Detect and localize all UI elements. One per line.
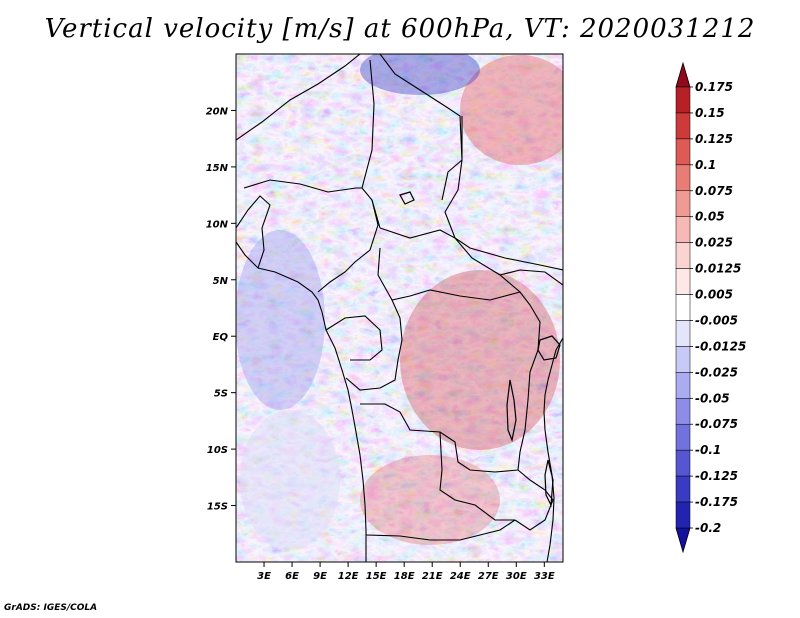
lon-tick-label-33e: 33E — [534, 571, 555, 582]
colorbar-segment-14 — [675, 449, 691, 477]
colorbar-label-1: 0.15 — [695, 106, 725, 120]
border-sudan-south — [499, 269, 563, 286]
border-algeria-niger — [236, 54, 361, 141]
border-nigeria-niger — [243, 179, 362, 193]
colorbar-segment-16 — [675, 501, 691, 529]
coastline-east-africa — [543, 337, 563, 562]
colorbar-label-0: 0.175 — [695, 80, 733, 94]
lon-tick-label-9e: 9E — [313, 571, 327, 582]
lake-tanganyika — [506, 379, 517, 443]
lon-tick-label-21e: 21E — [422, 571, 443, 582]
border-car — [377, 227, 522, 301]
colorbar-segment-15 — [675, 475, 691, 503]
lat-tick-label-15s: 15S — [207, 502, 228, 513]
colorbar-label-8: 0.005 — [695, 288, 733, 302]
map-title: Vertical velocity [m/s] at 600hPa, VT: 2… — [44, 14, 756, 44]
border-angola-zambia — [439, 431, 515, 521]
colorbar-segment-12 — [675, 398, 691, 425]
descent-region-north — [360, 54, 480, 95]
border-nigeria-cameroon — [317, 199, 379, 293]
colorbar-segment-5 — [675, 216, 691, 243]
lake-chad — [399, 191, 415, 205]
colorbar-segment-1 — [675, 112, 691, 140]
country-borders — [236, 54, 563, 562]
map-frame — [235, 53, 564, 563]
colorbar-label-2: 0.125 — [695, 132, 733, 146]
lon-tick-label-18e: 18E — [394, 571, 415, 582]
lat-tick-label-5s: 5S — [214, 389, 228, 400]
lat-tick-label-20n: 20N — [206, 106, 229, 117]
colorbar-label-4: 0.075 — [695, 184, 733, 198]
colorbar-label-17: -0.2 — [695, 521, 721, 535]
colorbar-label-5: 0.05 — [695, 210, 725, 224]
colorbar-segment-3 — [675, 164, 691, 192]
descent-region-west — [236, 230, 325, 410]
colorbar-label-14: -0.1 — [695, 443, 721, 457]
velocity-field — [236, 54, 563, 562]
border-angola-namibia — [365, 519, 516, 541]
ascent-region-south — [360, 455, 500, 545]
border-west-countries — [236, 195, 271, 269]
colorbar-bottom-arrow — [675, 527, 691, 554]
colorbar-segment-10 — [675, 346, 691, 373]
lon-tick-label-12e: 12E — [338, 571, 359, 582]
colorbar-label-16: -0.175 — [695, 495, 738, 509]
lake-victoria — [537, 335, 561, 361]
colorbar-label-6: 0.025 — [695, 236, 733, 250]
lon-tick-label-3e: 3E — [257, 571, 271, 582]
colorbar-label-9: -0.005 — [695, 313, 738, 327]
colorbar-top-arrow — [675, 61, 691, 88]
lat-tick-label-eq: EQ — [213, 332, 229, 343]
lon-tick-label-6e: 6E — [285, 571, 299, 582]
lat-tick-label-5n: 5N — [213, 276, 229, 287]
lon-tick-label-15e: 15E — [366, 571, 387, 582]
colorbar-label-13: -0.075 — [695, 417, 738, 431]
colorbar-segment-4 — [675, 190, 691, 217]
grads-credit: GrADS: IGES/COLA — [4, 603, 98, 613]
lat-tick-label-10n: 10N — [206, 219, 229, 230]
colorbar-label-11: -0.025 — [695, 365, 738, 379]
border-zambia-east — [514, 469, 554, 531]
map-plot-area: 3E 6E 9E 12E 15E 18E 21E 24E 27E 30E 33E 20N 15N 10N… — [206, 53, 564, 582]
colorbar-segment-9 — [675, 320, 691, 347]
colorbar-label-12: -0.05 — [695, 391, 730, 405]
colorbar-label-15: -0.125 — [695, 469, 738, 483]
descent-region-sw — [240, 410, 340, 550]
border-libya-chad — [379, 54, 463, 201]
longitude-axis: 3E 6E 9E 12E 15E 18E 21E 24E 27E 30E 33E — [257, 562, 555, 582]
lon-tick-label-24e: 24E — [450, 571, 471, 582]
colorbar-segment-6 — [675, 242, 691, 269]
colorbar-segment-7 — [675, 268, 691, 295]
border-congo-drc — [345, 299, 403, 391]
colorbar-segment-2 — [675, 138, 691, 166]
colorbar-segment-11 — [675, 372, 691, 399]
colorbar: 0.175 0.15 0.125 0.1 0.075 0.05 0.025 0.0125 0.0… — [675, 61, 746, 554]
colorbar-label-7: 0.0125 — [695, 262, 741, 276]
colorbar-label-10: -0.0125 — [695, 339, 746, 353]
border-gabon — [325, 315, 383, 361]
latitude-axis: 20N 15N 10N 5N EQ 5S 10S 15S — [206, 106, 236, 513]
lake-malawi — [544, 459, 554, 508]
border-drc-east — [517, 291, 541, 471]
colorbar-segment-13 — [675, 423, 691, 451]
lakes — [399, 191, 561, 508]
border-drc-angola — [360, 403, 519, 473]
lon-tick-label-27e: 27E — [478, 571, 499, 582]
lat-tick-label-15n: 15N — [206, 163, 229, 174]
ascent-region-ne — [460, 55, 563, 165]
colorbar-segment-0 — [675, 86, 691, 114]
coastline-west-africa — [236, 241, 367, 562]
lon-tick-label-30e: 30E — [506, 571, 527, 582]
lat-tick-label-10s: 10S — [207, 445, 228, 456]
colorbar-label-3: 0.1 — [695, 158, 716, 172]
ascent-region-central — [400, 270, 560, 450]
colorbar-segment-8 — [675, 294, 691, 321]
